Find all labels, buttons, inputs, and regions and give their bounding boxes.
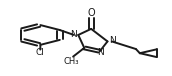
Text: CH₃: CH₃	[63, 57, 79, 66]
Text: N: N	[97, 48, 104, 57]
Text: N: N	[70, 30, 77, 39]
Text: Cl: Cl	[36, 48, 45, 57]
Text: N: N	[109, 36, 116, 45]
Text: O: O	[87, 8, 95, 18]
